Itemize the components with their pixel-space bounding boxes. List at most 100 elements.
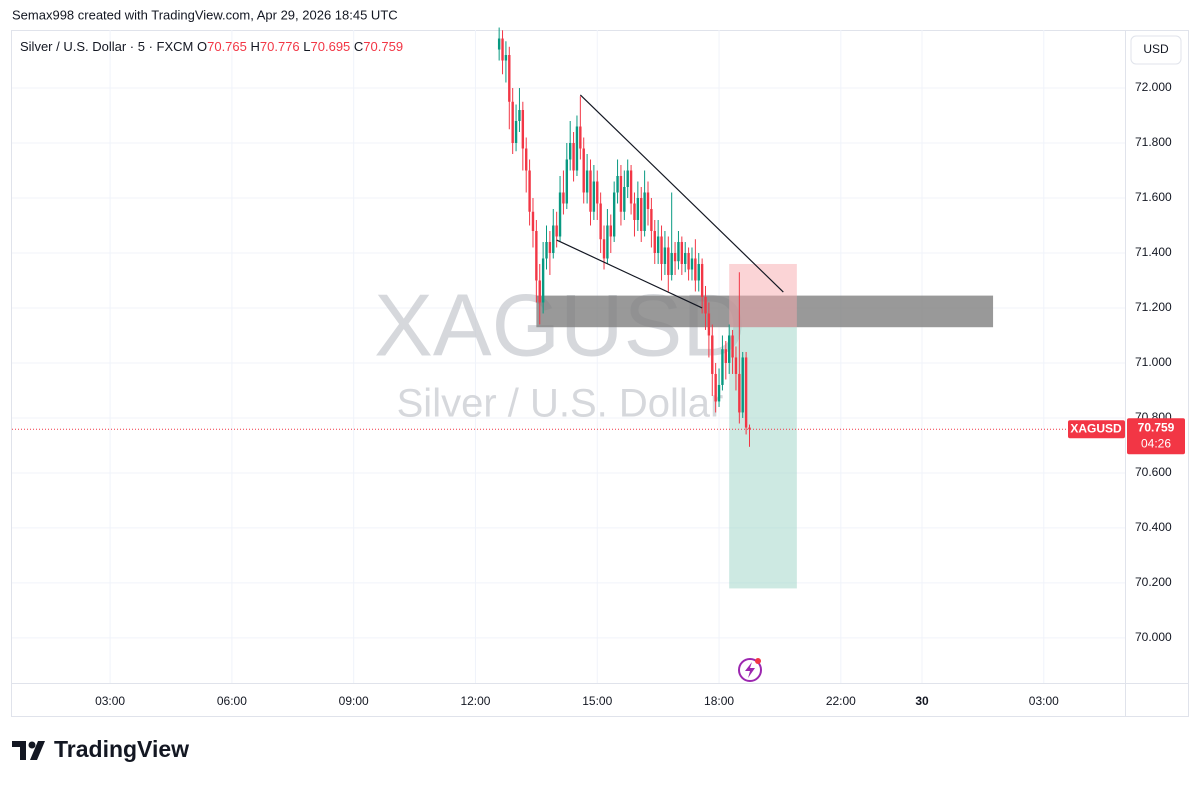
candle-body: [663, 247, 667, 264]
ohlc-letter: O: [197, 39, 207, 54]
candles: [497, 27, 751, 447]
brand-name: TradingView: [54, 736, 189, 762]
candle-body: [508, 55, 511, 102]
candle-body: [738, 373, 741, 413]
candle-body: [562, 192, 565, 204]
candle-body: [552, 225, 555, 253]
candle-body: [572, 143, 575, 171]
candle-body: [667, 247, 670, 275]
trendline: [579, 94, 784, 293]
candle-body: [511, 101, 514, 144]
candle-body: [575, 126, 579, 171]
candle-body: [717, 384, 721, 402]
candle-body: [700, 263, 704, 297]
symbol-tag: [1068, 420, 1125, 439]
y-tick-label: 70.200: [1135, 575, 1172, 589]
trendlines: [12, 94, 1125, 430]
currency-button[interactable]: [1130, 35, 1182, 65]
candle-body: [673, 252, 677, 262]
currency-label[interactable]: USD: [1143, 42, 1169, 56]
candle-body: [528, 170, 531, 212]
candle-body: [599, 203, 602, 240]
y-tick-label: 70.600: [1135, 465, 1172, 479]
candle-body: [697, 263, 700, 281]
alert-circle[interactable]: [738, 658, 762, 682]
candle-body: [636, 197, 640, 220]
alert-icon[interactable]: [738, 658, 762, 682]
candle-body: [711, 335, 714, 374]
brand-logo-dot: [28, 741, 36, 749]
candle-body: [619, 175, 623, 212]
candle-body: [684, 252, 687, 264]
candle-body: [727, 335, 731, 363]
x-tick-label: 03:00: [95, 694, 125, 708]
candle-body: [741, 357, 744, 413]
x-tick-label: 03:00: [1029, 694, 1059, 708]
candle-body: [724, 349, 728, 363]
ohlc-value: 70.765: [207, 39, 247, 54]
candle-body: [744, 357, 748, 428]
candle-body: [538, 280, 541, 303]
legend: Silver / U.S. Dollar · 5 · FXCM O70.765 …: [20, 39, 403, 54]
candle-body: [525, 148, 528, 171]
candle-body: [646, 192, 650, 209]
candle-body: [602, 239, 606, 259]
candle-body: [714, 373, 717, 402]
candle-body: [535, 230, 538, 281]
candle-body: [650, 208, 653, 231]
y-tick-label: 71.000: [1135, 355, 1172, 369]
candle-body: [690, 258, 694, 270]
candle-body: [748, 427, 751, 430]
candle-body: [531, 211, 535, 231]
candle-body: [660, 236, 663, 264]
candle-body: [707, 313, 711, 336]
alert-bolt[interactable]: [745, 662, 755, 678]
candle-body: [592, 181, 596, 212]
x-tick-label: 30: [915, 694, 929, 708]
candle-body: [606, 225, 609, 259]
candle-body: [568, 143, 572, 160]
candle-body: [687, 252, 690, 270]
y-tick-label: 71.200: [1135, 300, 1172, 314]
ohlc-letter: H: [251, 39, 260, 54]
candle-body: [582, 148, 585, 193]
price-tag: [1127, 418, 1185, 455]
candle-body: [629, 170, 633, 204]
candle-body: [501, 38, 504, 61]
candle-body: [565, 159, 569, 204]
brand-logo: [12, 741, 45, 760]
candle-body: [558, 192, 562, 237]
candle-body: [633, 203, 636, 220]
candle-body: [623, 186, 626, 212]
y-tick-label: 71.400: [1135, 245, 1172, 259]
candle-body: [555, 225, 558, 237]
ohlc-letter: C: [354, 39, 363, 54]
candle-body: [504, 55, 508, 61]
x-tick-label: 22:00: [826, 694, 856, 708]
x-tick-label: 09:00: [339, 694, 369, 708]
x-tick-label: 18:00: [704, 694, 734, 708]
alert-dot[interactable]: [755, 658, 761, 664]
candle-body: [704, 296, 707, 314]
ohlc-value: 70.695: [311, 39, 351, 54]
y-tick-label: 70.400: [1135, 520, 1172, 534]
y-tick-label: 71.800: [1135, 135, 1172, 149]
y-tick-label: 71.600: [1135, 190, 1172, 204]
candle-body: [518, 110, 521, 122]
countdown-label: 04:26: [1141, 436, 1171, 450]
candle-body: [694, 258, 697, 281]
stop-box: [729, 263, 797, 328]
ohlc-value: 70.759: [363, 39, 403, 54]
candle-body: [548, 241, 552, 253]
candle-body: [497, 38, 501, 50]
candle-body: [653, 230, 656, 253]
candle-body: [680, 241, 684, 264]
target-box: [729, 327, 797, 589]
candle-body: [521, 110, 525, 149]
candle-body: [656, 236, 660, 253]
legend-title: Silver / U.S. Dollar · 5 · FXCM: [20, 39, 193, 54]
ohlc-value: 70.776: [260, 39, 300, 54]
price-tag-label: 70.759: [1138, 420, 1175, 434]
